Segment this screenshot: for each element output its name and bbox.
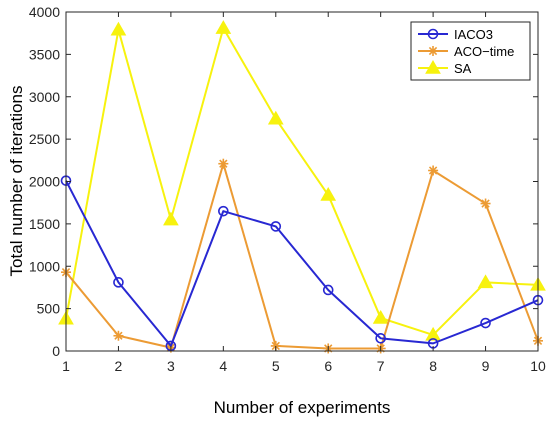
y-tick-label: 3000: [29, 89, 60, 105]
data-point: [218, 158, 229, 169]
legend-label: ACO−time: [454, 44, 514, 59]
x-tick-label: 3: [167, 358, 175, 374]
x-tick-label: 8: [429, 358, 437, 374]
y-tick-label: 4000: [29, 4, 60, 20]
data-point: [320, 187, 337, 201]
x-tick-label: 6: [324, 358, 332, 374]
series-ACO−time: [61, 158, 543, 354]
series-line: [65, 180, 539, 347]
data-point: [480, 198, 491, 209]
legend-label: SA: [454, 61, 472, 76]
ticks-layer: 1 2 3 4 5 6 7 8 9 10 0 500 1000 1500 2000 2500 3000 3500 4…: [29, 4, 546, 374]
data-point: [425, 326, 441, 341]
star-stroke: [481, 199, 490, 208]
data-point: [113, 277, 124, 288]
legend-marker: [428, 46, 438, 56]
y-tick-label: 500: [37, 301, 61, 317]
legend: IACO3 ACO−time SA: [410, 21, 531, 81]
star-stroke: [428, 46, 438, 56]
data-point: [267, 110, 284, 125]
data-point: [372, 309, 389, 324]
x-tick-label: 1: [62, 358, 70, 374]
series-line: [65, 162, 539, 350]
star-stroke: [271, 341, 280, 351]
star-stroke: [219, 159, 228, 168]
data-point: [477, 274, 494, 289]
x-axis-title: Number of experiments: [214, 398, 391, 417]
data-point: [375, 332, 386, 344]
y-tick-label: 2000: [29, 174, 60, 190]
star-stroke: [428, 166, 438, 175]
x-tick-label: 2: [115, 358, 123, 374]
data-point: [270, 221, 282, 232]
data-point: [113, 330, 124, 341]
x-tick-label: 9: [482, 358, 490, 374]
data-point: [110, 21, 127, 36]
star-stroke: [114, 331, 123, 340]
legend-label: IACO3: [454, 27, 493, 42]
data-point: [428, 165, 439, 176]
x-tick-label: 4: [219, 358, 227, 374]
series-SA: [58, 20, 546, 341]
y-tick-label: 0: [52, 343, 60, 359]
data-point: [163, 211, 179, 226]
legend-marker: [425, 59, 441, 74]
x-tick-label: 5: [272, 358, 280, 374]
y-tick-label: 1500: [29, 216, 60, 232]
y-axis-title: Total number of iterations: [7, 86, 26, 277]
legend-marker: [427, 28, 439, 40]
data-point: [322, 284, 334, 296]
x-tick-label: 10: [530, 358, 546, 374]
data-point: [218, 205, 229, 217]
data-point: [215, 20, 232, 34]
y-tick-label: 2500: [29, 131, 60, 147]
y-tick-label: 3500: [29, 46, 60, 62]
y-tick-label: 1000: [29, 258, 60, 274]
data-point: [480, 317, 491, 329]
series-line: [65, 27, 539, 336]
x-tick-label: 7: [377, 358, 385, 374]
series-layer: [58, 20, 546, 354]
